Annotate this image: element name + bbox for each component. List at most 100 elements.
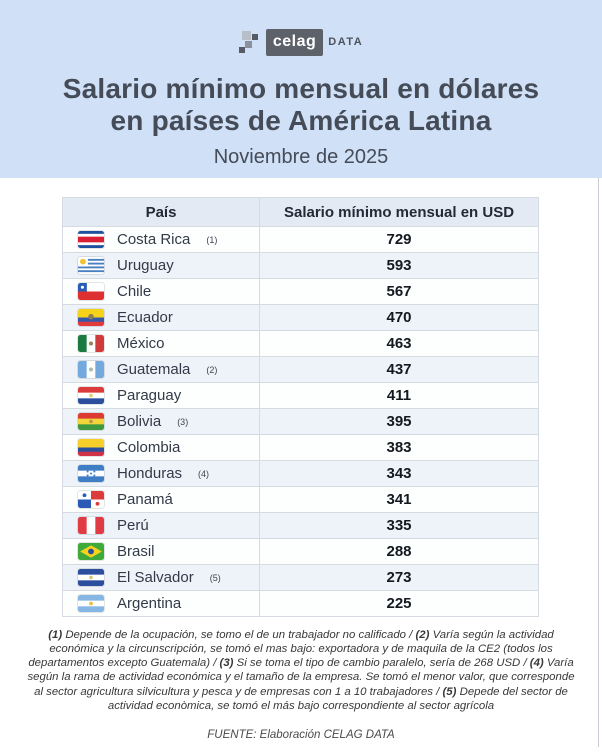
country-name: Costa Rica — [117, 231, 191, 248]
table-header-row: País Salario mínimo mensual en USD — [62, 197, 539, 227]
country-cell: Honduras (4) — [62, 460, 260, 487]
salary-value: 437 — [259, 356, 539, 383]
footnote-marker: (5) — [442, 685, 457, 698]
salary-value: 341 — [259, 486, 539, 513]
table-row: Bolivia (3) 395 — [62, 408, 539, 435]
table-row: Costa Rica (1) 729 — [62, 226, 539, 253]
table-row: Perú 335 — [62, 512, 539, 539]
footnote-ref: (3) — [177, 416, 189, 427]
table-row: Brasil 288 — [62, 538, 539, 565]
country-cell: Chile — [62, 278, 260, 305]
salary-value: 567 — [259, 278, 539, 305]
country-name: Argentina — [117, 595, 182, 612]
country-name: Bolivia — [117, 413, 162, 430]
chile-flag-icon — [78, 283, 104, 300]
country-name: Ecuador — [117, 309, 173, 326]
country-name: México — [117, 335, 165, 352]
table-row: El Salvador (5) 273 — [62, 564, 539, 591]
table-row: Honduras (4) 343 — [62, 460, 539, 487]
column-header-country: País — [62, 197, 260, 227]
country-cell: México — [62, 330, 260, 357]
footnote-ref: (1) — [206, 234, 218, 245]
page-title-line2: en países de América Latina — [110, 104, 492, 136]
honduras-flag-icon — [78, 465, 104, 482]
country-cell: Costa Rica (1) — [62, 226, 260, 253]
salary-value: 470 — [259, 304, 539, 331]
country-name: Perú — [117, 517, 149, 534]
peru-flag-icon — [78, 517, 104, 534]
table-section: País Salario mínimo mensual en USD Costa… — [0, 197, 602, 741]
footnote-ref: (5) — [209, 572, 221, 583]
country-cell: Paraguay — [62, 382, 260, 409]
panama-flag-icon — [78, 491, 104, 508]
salary-value: 225 — [259, 590, 539, 617]
country-name: Chile — [117, 283, 152, 300]
country-cell: Bolivia (3) — [62, 408, 260, 435]
country-name: Brasil — [117, 543, 155, 560]
country-name: Guatemala — [117, 361, 191, 378]
table-row: Ecuador 470 — [62, 304, 539, 331]
salary-value: 383 — [259, 434, 539, 461]
country-name: El Salvador — [117, 569, 194, 586]
costa-rica-flag-icon — [78, 231, 104, 248]
page-title-line1: Salario mínimo mensual en dólares — [62, 73, 540, 104]
salary-value: 335 — [259, 512, 539, 539]
salary-value: 593 — [259, 252, 539, 279]
country-cell: El Salvador (5) — [62, 564, 260, 591]
salary-value: 411 — [259, 382, 539, 409]
salary-value: 343 — [259, 460, 539, 487]
country-name: Honduras — [117, 465, 183, 482]
brasil-flag-icon — [78, 543, 104, 560]
column-header-value: Salario mínimo mensual en USD — [259, 197, 539, 227]
source-line: FUENTE: Elaboración CELAG DATA — [207, 728, 395, 741]
paraguay-flag-icon — [78, 387, 104, 404]
salary-value: 729 — [259, 226, 539, 253]
colombia-flag-icon — [78, 439, 104, 456]
page-subtitle: Noviembre de 2025 — [213, 146, 389, 169]
uruguay-flag-icon — [78, 257, 104, 274]
salary-value: 395 — [259, 408, 539, 435]
logo-pixel-icon — [238, 31, 258, 53]
footnote-marker: (4) — [529, 657, 544, 670]
ecuador-flag-icon — [78, 309, 104, 326]
table-row: Panamá 341 — [62, 486, 539, 513]
salary-value: 288 — [259, 538, 539, 565]
footnote-ref: (4) — [198, 468, 210, 479]
country-cell: Ecuador — [62, 304, 260, 331]
argentina-flag-icon — [78, 595, 104, 612]
table-row: Paraguay 411 — [62, 382, 539, 409]
celag-logo: celag DATA — [238, 27, 364, 57]
country-name: Uruguay — [117, 257, 174, 274]
table-row: Uruguay 593 — [62, 252, 539, 279]
salary-value: 463 — [259, 330, 539, 357]
table-row: Guatemala (2) 437 — [62, 356, 539, 383]
bolivia-flag-icon — [78, 413, 104, 430]
right-edge-border — [598, 178, 599, 747]
salary-table: País Salario mínimo mensual en USD Costa… — [62, 197, 539, 617]
country-cell: Argentina — [62, 590, 260, 617]
country-cell: Perú — [62, 512, 260, 539]
country-cell: Colombia — [62, 434, 260, 461]
footnote-marker: (3) — [219, 657, 234, 670]
logo-data-label: DATA — [328, 36, 364, 48]
banner: celag DATA Salario mínimo mensual en dól… — [0, 0, 602, 178]
country-cell: Panamá — [62, 486, 260, 513]
el-salvador-flag-icon — [78, 569, 104, 586]
footnote-marker: (2) — [415, 629, 430, 641]
guatemala-flag-icon — [78, 361, 104, 378]
table-row: Chile 567 — [62, 278, 539, 305]
country-name: Panamá — [117, 491, 173, 508]
mexico-flag-icon — [78, 335, 104, 352]
country-name: Colombia — [117, 439, 181, 456]
table-row: Colombia 383 — [62, 434, 539, 461]
footnote-marker: (1) — [48, 629, 63, 641]
salary-value: 273 — [259, 564, 539, 591]
footnotes: (1) Depende de la ocupación, se tomo el … — [27, 629, 575, 712]
page-title: Salario mínimo mensual en dólares en país… — [63, 73, 540, 136]
footnote-ref: (2) — [206, 364, 218, 375]
logo-brand-text: celag — [265, 28, 324, 56]
country-name: Paraguay — [117, 387, 182, 404]
country-cell: Uruguay — [62, 252, 260, 279]
table-row: México 463 — [62, 330, 539, 357]
